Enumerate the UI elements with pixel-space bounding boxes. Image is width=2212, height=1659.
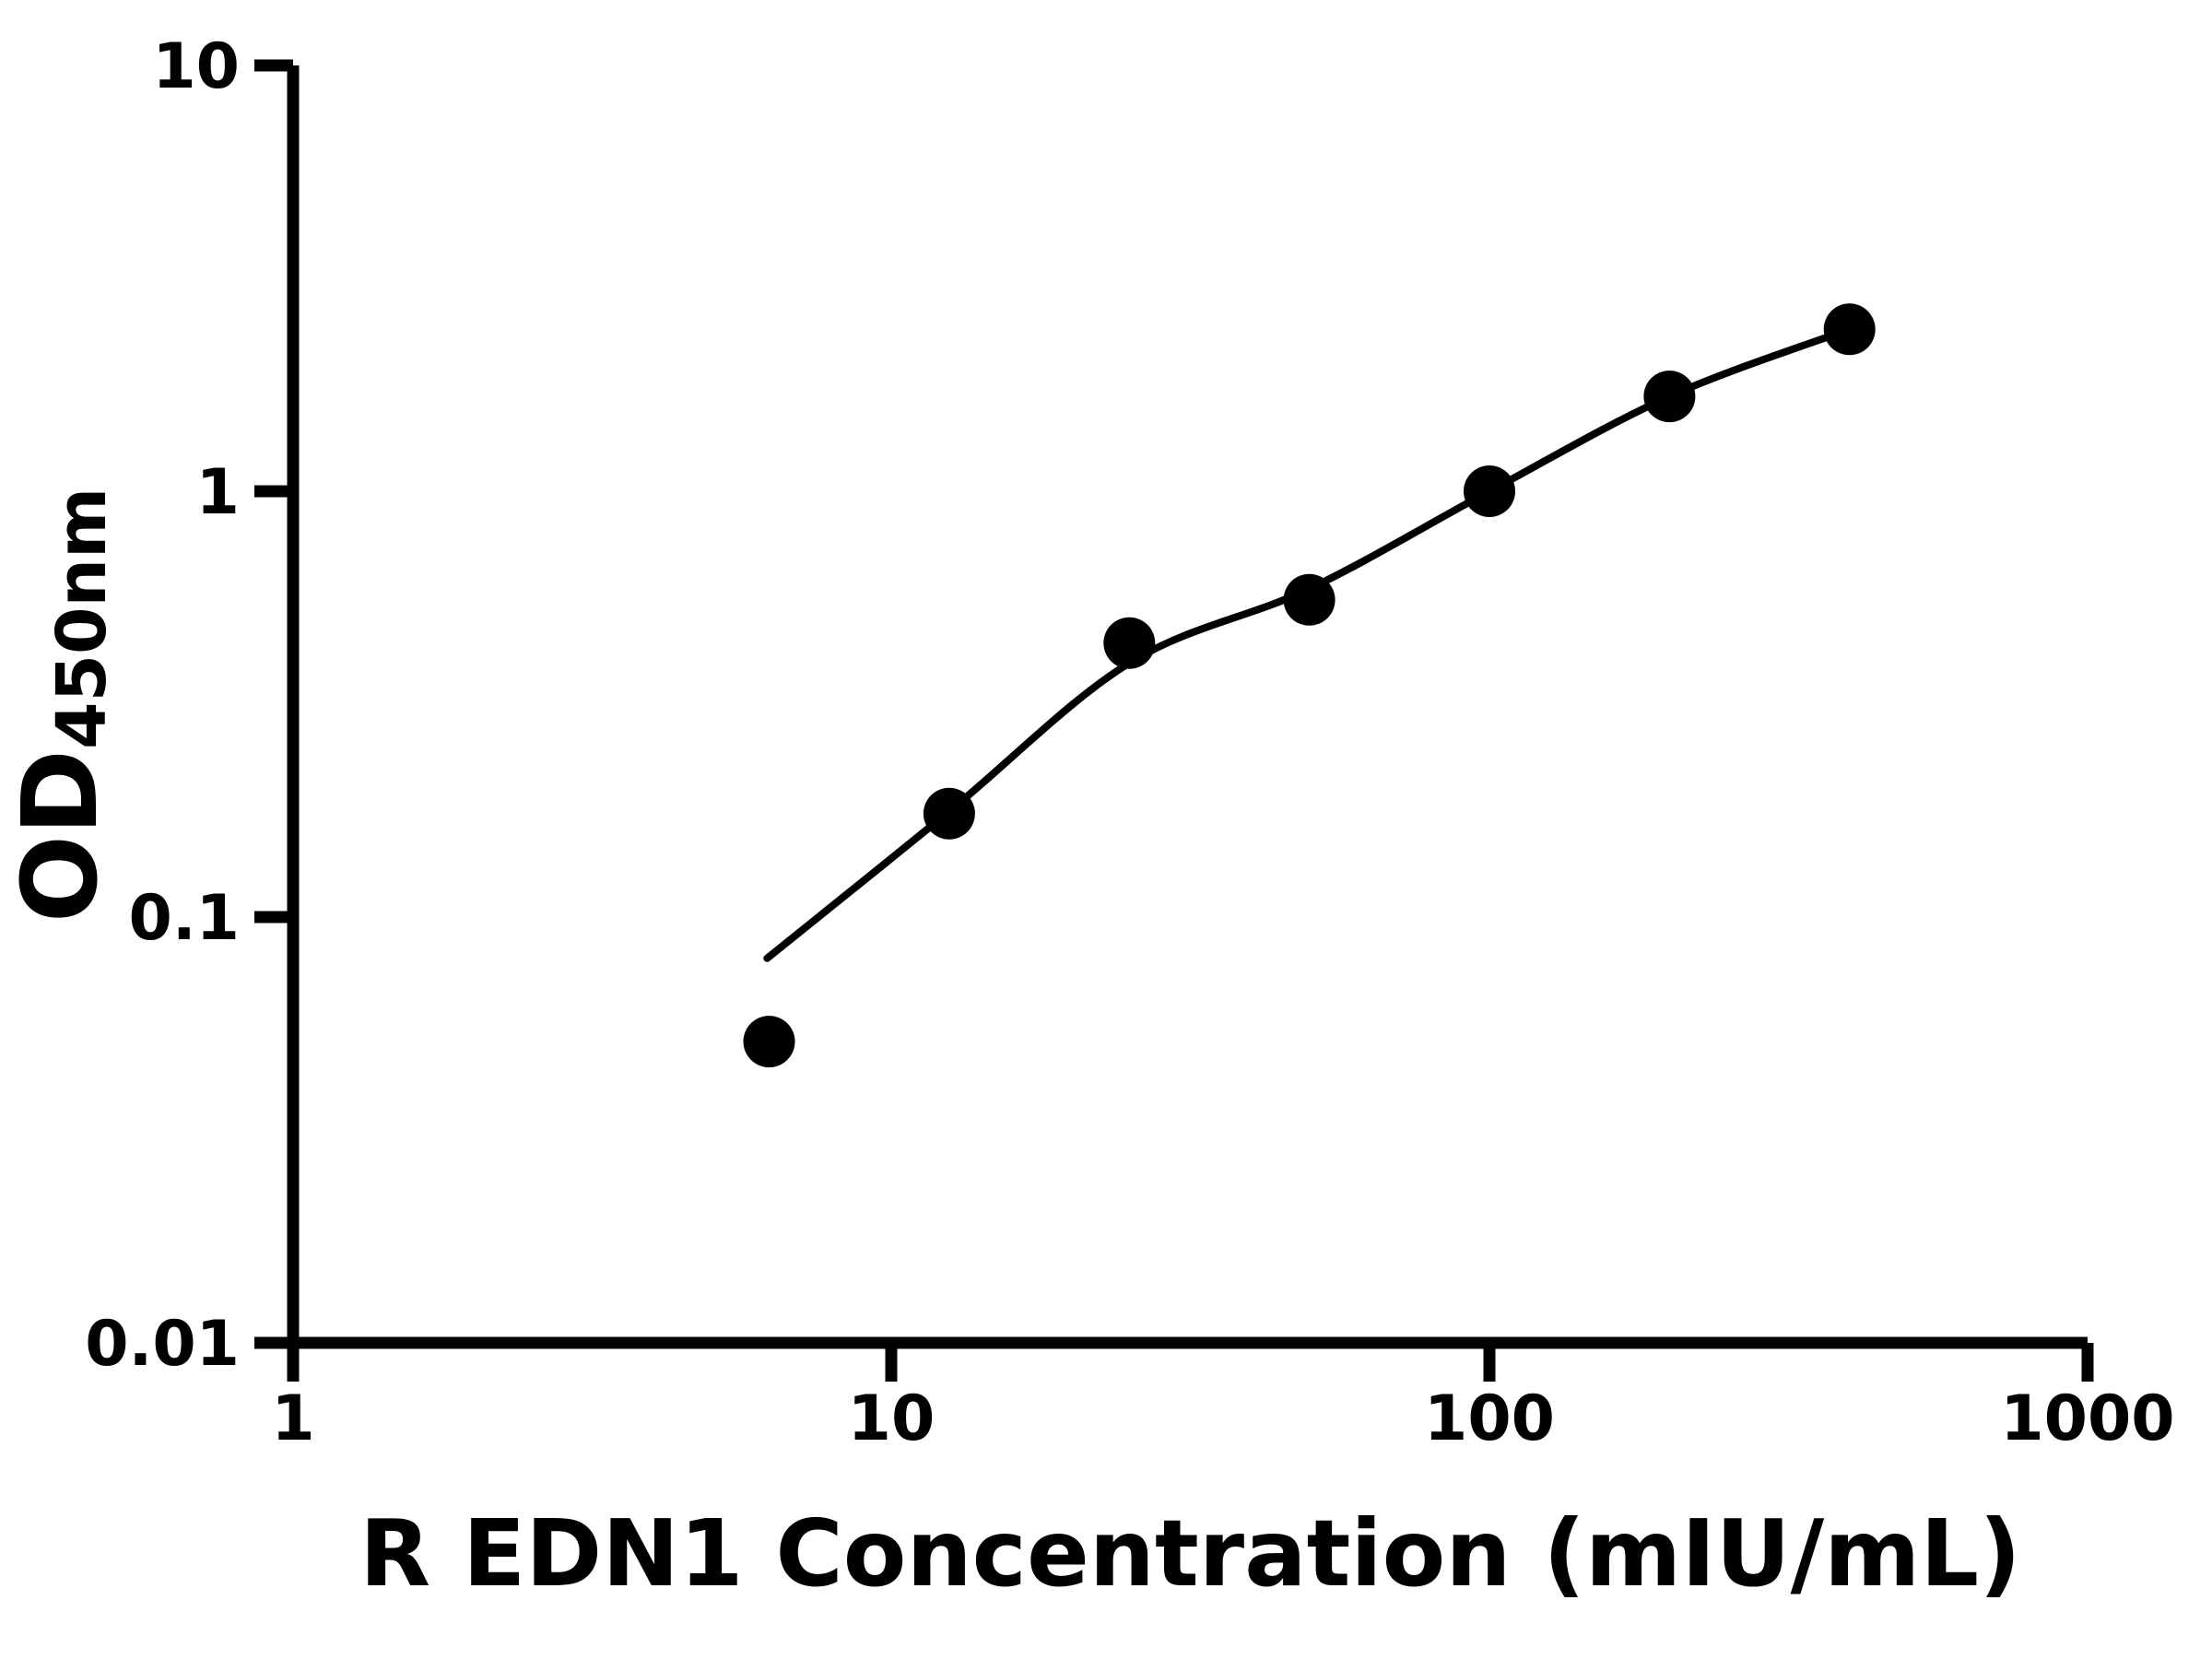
x-tick-label: 100: [1424, 1382, 1555, 1455]
y-axis-title: OD450nm: [1, 488, 122, 923]
data-point: [743, 1016, 795, 1068]
data-point: [1283, 573, 1335, 626]
x-tick-label: 1000: [2000, 1382, 2174, 1455]
x-tick-label: 1: [271, 1382, 314, 1455]
fit-curve: [763, 325, 1853, 962]
y-axis-title-subscript: 450nm: [42, 487, 123, 750]
y-tick-label: 0.1: [129, 882, 240, 955]
x-axis-title: R EDN1 Concentration (mIU/mL): [359, 1500, 2021, 1607]
y-tick-label: 1: [196, 456, 240, 529]
y-tick-label: 10: [152, 30, 240, 103]
y-tick-label: 0.01: [85, 1308, 240, 1381]
axis-spines: [287, 65, 2088, 1349]
y-axis-title-main: OD: [1, 749, 121, 924]
x-tick-label: 10: [848, 1382, 935, 1455]
